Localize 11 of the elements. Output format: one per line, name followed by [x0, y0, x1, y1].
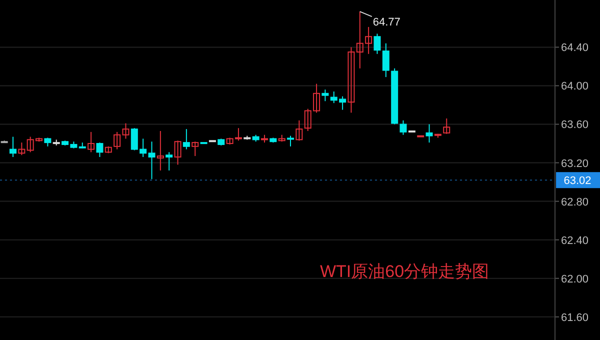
y-tick-label: 63.60: [561, 119, 589, 132]
annotation: 64.77: [372, 16, 400, 29]
y-tick-label: 64.00: [561, 80, 589, 93]
ref-line-label: 63.02: [564, 175, 592, 188]
y-tick-label: 62.80: [561, 196, 589, 208]
y-tick-label: 61.60: [561, 312, 589, 324]
y-tick-label: 62.00: [561, 273, 589, 286]
text: WTI原油60分钟走势图: [320, 262, 490, 281]
y-tick-label: 62.40: [561, 234, 589, 247]
y-tick-label: 64.40: [561, 42, 589, 54]
y-tick-label: 63.20: [561, 158, 589, 170]
